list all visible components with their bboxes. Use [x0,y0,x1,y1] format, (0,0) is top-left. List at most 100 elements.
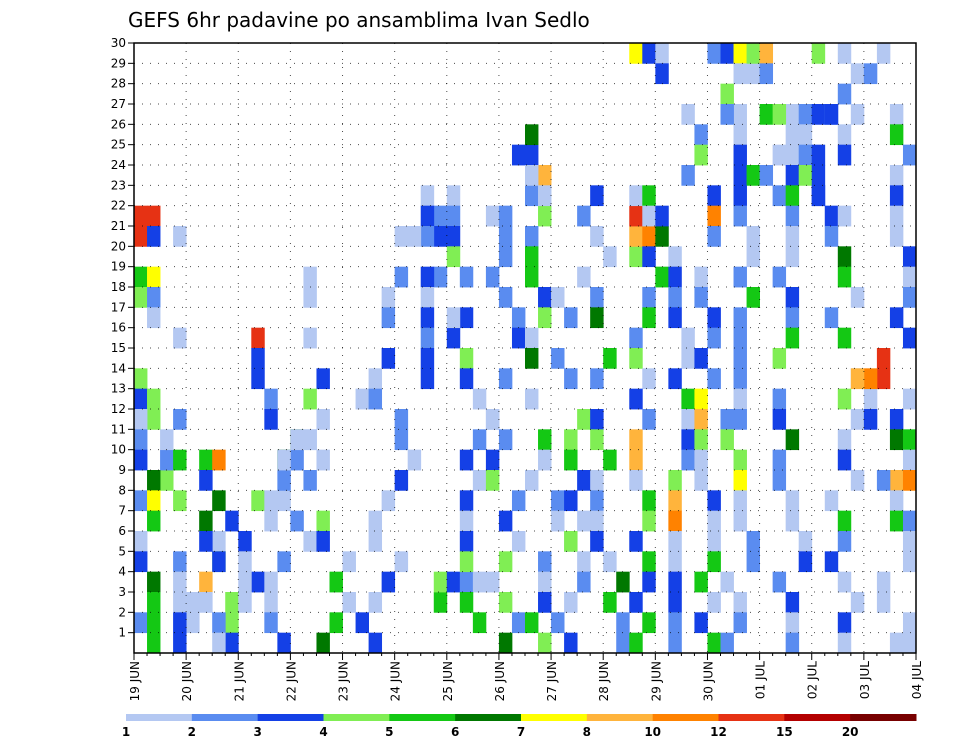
cell-member-9-step-30 [525,470,539,491]
cell-member-18-step-55 [850,287,865,308]
cell-member-24-step-58 [889,165,904,186]
cell-member-2-step-17 [355,612,369,634]
cell-member-4-step-10 [264,571,278,593]
cell-member-6-step-8 [238,531,252,552]
cell-member-10-step-21 [407,449,422,471]
cell-member-8-step-9 [251,490,265,512]
cell-member-11-step-0 [134,429,148,451]
x-tick-label-12: 01 JUL [754,661,768,699]
cell-member-30-step-47 [746,43,760,64]
cell-member-11-step-43 [694,429,708,451]
cell-member-18-step-1 [147,287,161,308]
cell-member-8-step-39 [642,490,656,512]
cell-member-14-step-14 [316,368,330,390]
colorbar-swatch-4 [323,714,390,721]
cell-member-19-step-23 [433,266,448,288]
cell-member-17-step-19 [381,307,396,329]
cell-member-2-step-26 [472,612,487,634]
cell-member-30-step-44 [707,43,721,64]
cell-member-2-step-0 [134,612,148,634]
cell-member-11-step-13 [303,429,317,451]
cell-member-14-step-41 [668,368,682,390]
colorbar-label-5: 5 [385,725,393,739]
colorbar-label-2: 2 [188,725,196,739]
cell-member-8-step-50 [785,490,800,512]
cell-member-30-step-40 [655,43,669,64]
cell-member-13-step-43 [694,388,708,410]
cell-member-13-step-13 [303,388,317,410]
cell-member-17-step-44 [707,307,721,329]
cell-member-29-step-40 [655,63,669,85]
cell-member-21-step-24 [446,226,461,247]
cell-member-14-step-9 [251,368,265,390]
cell-member-6-step-0 [134,531,148,552]
cell-member-4-step-49 [772,571,787,593]
y-tick-label-3: 3 [118,585,126,599]
cell-member-3-step-33 [564,592,578,613]
cell-member-5-step-20 [394,551,409,573]
cell-member-8-step-29 [511,490,526,512]
cell-member-10-step-6 [212,449,226,471]
cell-member-3-step-18 [368,592,383,613]
cell-member-18-step-0 [134,287,148,308]
cell-member-10-step-31 [538,449,552,471]
cell-member-18-step-59 [902,287,917,308]
cell-member-26-step-43 [694,124,708,146]
cell-member-23-step-38 [629,185,643,207]
cell-member-9-step-58 [889,470,904,491]
cell-member-25-step-43 [694,144,708,166]
cell-member-10-step-36 [603,449,617,471]
cell-member-17-step-33 [564,307,578,329]
cell-member-7-step-10 [264,510,278,532]
cell-member-5-step-25 [459,551,474,573]
cell-member-10-step-3 [173,449,187,471]
cell-member-22-step-46 [733,205,747,227]
cell-member-27-step-48 [759,104,774,125]
y-tick-label-18: 18 [111,280,126,294]
cell-member-8-step-44 [707,490,721,512]
cell-member-8-step-53 [824,490,839,512]
cell-member-18-step-39 [642,287,656,308]
cell-member-22-step-22 [420,205,435,227]
cell-member-25-step-52 [811,144,826,166]
cell-member-28-step-45 [720,83,734,105]
cell-member-4-step-8 [238,571,252,593]
cell-member-21-step-38 [629,226,643,247]
cell-member-14-step-39 [642,368,656,390]
cell-member-23-step-50 [785,185,800,207]
cell-member-16-step-22 [420,327,435,349]
cell-member-6-step-29 [511,531,526,552]
x-tick-label-13: 02 JUL [806,661,820,699]
cell-member-4-step-3 [173,571,187,593]
cell-member-9-step-13 [303,470,317,491]
cell-member-6-step-44 [707,531,721,552]
cell-member-4-step-26 [472,571,487,593]
cell-member-13-step-30 [525,388,539,410]
cell-member-14-step-0 [134,368,148,390]
y-tick-label-11: 11 [111,422,126,436]
cell-member-15-step-22 [420,348,435,369]
cell-member-24-step-51 [798,165,813,186]
cell-member-14-step-55 [850,368,865,390]
y-tick-label-5: 5 [118,544,126,558]
y-tick-label-6: 6 [118,524,126,538]
cell-member-15-step-43 [694,348,708,369]
colorbar-label-4: 4 [319,725,327,739]
cell-member-1-step-44 [707,632,721,654]
cell-member-18-step-35 [590,287,604,308]
cell-member-10-step-12 [290,449,304,471]
colorbar-label-6: 6 [451,725,459,739]
x-tick-label-3: 22 JUN [284,661,298,701]
cell-member-16-step-44 [707,327,721,349]
cell-member-17-step-22 [420,307,435,329]
cell-member-11-step-2 [160,429,174,451]
cell-member-11-step-38 [629,429,643,451]
cell-member-5-step-51 [798,551,813,573]
cell-member-21-step-44 [707,226,721,247]
cell-member-10-step-43 [694,449,708,471]
cell-member-17-step-58 [889,307,904,329]
cell-member-22-step-38 [629,205,643,227]
cell-member-2-step-7 [225,612,239,634]
cell-member-25-step-29 [511,144,526,166]
cell-member-27-step-51 [798,104,813,125]
